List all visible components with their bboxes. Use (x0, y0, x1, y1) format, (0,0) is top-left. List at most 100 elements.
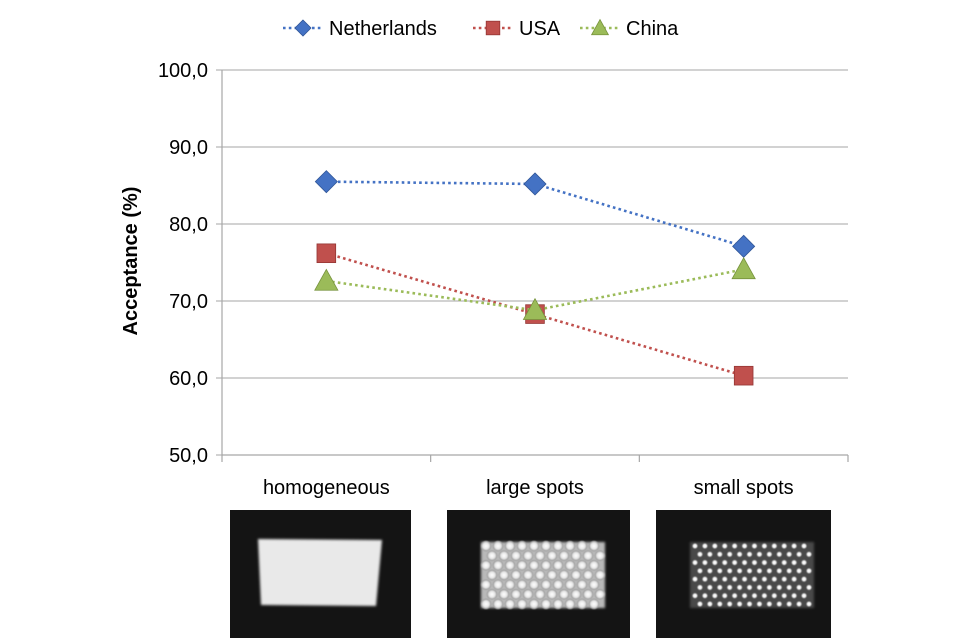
light-spot (785, 600, 793, 608)
light-spot (486, 589, 498, 600)
light-spot (480, 579, 492, 590)
light-spot (721, 559, 729, 566)
light-spot (492, 579, 504, 590)
light-spot (546, 589, 558, 600)
light-spot (741, 559, 748, 566)
light-spot (576, 598, 588, 610)
light-spot (800, 542, 808, 550)
legend-label: USA (519, 18, 561, 40)
light-spot (528, 598, 540, 610)
light-spot (721, 542, 729, 550)
light-spot (552, 579, 564, 590)
light-spot (691, 542, 699, 550)
light-spot (534, 569, 546, 581)
light-spot (746, 584, 753, 591)
light-spot (498, 550, 510, 561)
legend-label: China (626, 18, 679, 40)
light-spot (711, 592, 719, 600)
light-spot (534, 589, 546, 600)
y-tick-label: 50,0 (169, 445, 208, 467)
light-spot (564, 540, 576, 552)
x-category-label: small spots (694, 477, 794, 499)
light-spot (756, 567, 763, 575)
light-spot (790, 559, 798, 566)
light-spot (706, 600, 714, 608)
uniform-light-panel (258, 539, 382, 606)
light-spot (546, 569, 558, 581)
light-spot (716, 600, 724, 608)
light-spot (736, 584, 744, 591)
y-tick-label: 70,0 (169, 291, 208, 313)
light-spot (770, 592, 778, 600)
light-spot (540, 598, 552, 610)
light-spot (492, 560, 504, 571)
series-china (314, 257, 756, 320)
light-spot (775, 584, 783, 591)
legend-marker (485, 20, 501, 36)
grid (216, 69, 848, 456)
y-tick-labels: 50,0 60,0 70,0 80,0 90,0 100,0 (158, 60, 208, 467)
light-spot (741, 542, 748, 550)
light-spot (516, 579, 528, 590)
light-spot (760, 592, 768, 600)
light-spot (492, 598, 504, 610)
data-point-square (733, 365, 754, 386)
light-spot (795, 550, 803, 558)
legend: Netherlands USA China (283, 18, 679, 40)
light-spot (800, 575, 808, 583)
light-spot (576, 560, 588, 571)
light-spot (741, 575, 748, 583)
light-spot (588, 598, 600, 610)
light-spot (564, 560, 576, 571)
light-spot (760, 542, 768, 550)
light-spot (696, 584, 704, 591)
light-spot (522, 569, 534, 581)
light-spot (721, 575, 729, 583)
light-spot (480, 540, 492, 552)
light-spot (564, 579, 576, 590)
light-spot (504, 560, 516, 571)
light-spot (780, 542, 788, 550)
light-spot (736, 550, 744, 558)
light-spot (765, 567, 773, 575)
y-tick-label: 80,0 (169, 214, 208, 236)
series-netherlands (314, 170, 756, 258)
light-spot (576, 540, 588, 552)
light-spot (731, 592, 739, 600)
stimulus-images (230, 510, 831, 638)
light-spot (594, 550, 606, 561)
data-point-triangle (522, 297, 548, 320)
axes (221, 70, 849, 462)
light-spot (775, 567, 783, 575)
data-point-triangle (314, 268, 339, 291)
light-spot (805, 584, 813, 591)
light-spot (795, 567, 803, 575)
light-spot (760, 575, 768, 583)
y-tick-label: 90,0 (169, 137, 208, 159)
light-spot (576, 579, 588, 590)
light-spot (790, 575, 798, 583)
light-spot (486, 550, 498, 561)
x-category-label: large spots (486, 477, 584, 499)
legend-item-usa: USA (473, 18, 561, 40)
light-spot (785, 584, 793, 591)
light-spot (701, 559, 709, 566)
legend-marker (294, 19, 312, 37)
light-spot (726, 584, 734, 591)
light-spot (594, 589, 606, 600)
light-spot (780, 592, 788, 600)
light-spot (785, 550, 793, 558)
light-spot (691, 592, 699, 600)
series-layer (314, 170, 756, 386)
data-point-square (316, 243, 337, 264)
light-spot (800, 592, 808, 600)
light-spot (528, 560, 540, 571)
light-spot (746, 550, 753, 558)
light-spot (770, 542, 778, 550)
light-spot (726, 600, 734, 608)
light-spot (691, 559, 699, 566)
light-spot (558, 550, 570, 561)
light-spot (582, 569, 594, 581)
light-spot (516, 540, 528, 552)
